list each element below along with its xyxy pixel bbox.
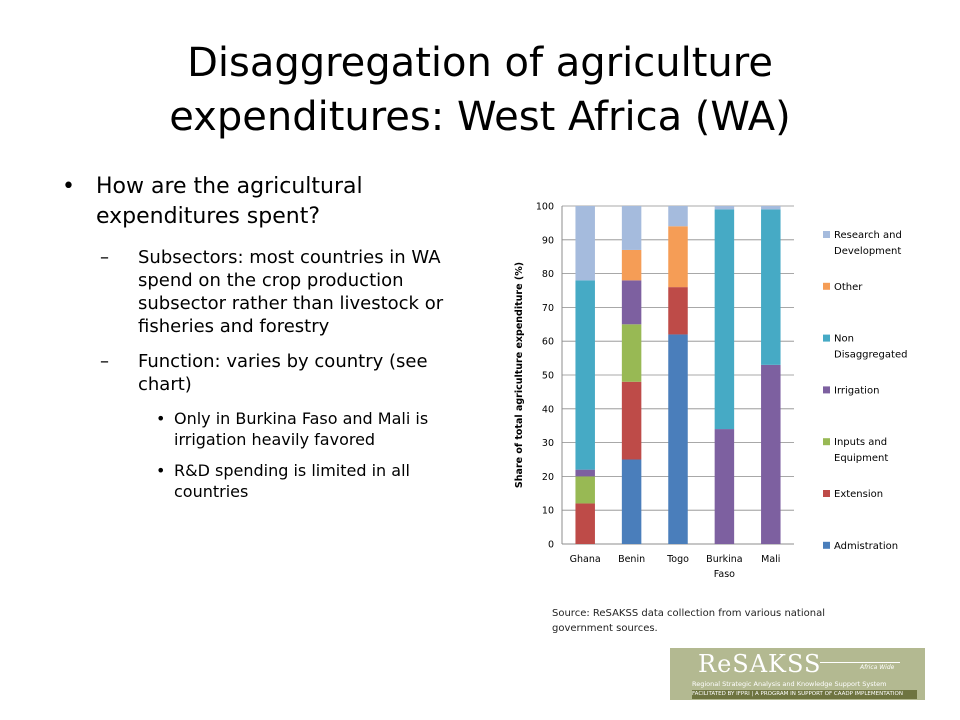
sub-bullet-text: Function: varies by country (see chart) xyxy=(138,351,428,395)
bar-segment xyxy=(575,280,595,470)
stacked-bar-chart: 0 10 20 30 40 50 60 70 80 90 100 Ghana Benin Togo Burk… xyxy=(505,195,925,595)
bar-segment xyxy=(668,226,688,288)
bar-segment xyxy=(621,324,642,382)
resakss-logo: ReSAKSS Africa Wide Regional Strategic A… xyxy=(670,648,925,700)
y-tick-label: 40 xyxy=(542,404,554,415)
legend-swatch xyxy=(823,231,830,238)
legend-swatch xyxy=(823,282,830,290)
legend-label: Inputs and Equipment xyxy=(834,437,888,464)
sub-sub-bullet-text: R&D spending is limited in all countries xyxy=(174,461,410,501)
y-tick-label: 80 xyxy=(542,269,554,280)
logo-tagline: Regional Strategic Analysis and Knowledg… xyxy=(692,680,887,688)
bar-segment xyxy=(761,364,781,544)
y-tick-label: 100 xyxy=(536,202,554,213)
y-tick-label: 50 xyxy=(542,371,554,382)
source-note: Source: ReSAKSS data collection from var… xyxy=(552,608,825,634)
bullet-item: • How are the agricultural expenditures … xyxy=(60,172,470,232)
logo-scope: Africa Wide xyxy=(860,664,895,671)
bullet-text: How are the agricultural expenditures sp… xyxy=(96,174,363,229)
bar-segment xyxy=(621,381,642,460)
y-tick-label: 10 xyxy=(542,506,554,517)
legend-swatch xyxy=(823,386,830,394)
y-tick-label: 30 xyxy=(542,438,554,449)
bar-segment xyxy=(621,249,642,281)
bar-segment xyxy=(714,206,735,210)
legend-swatch xyxy=(823,490,830,497)
bar-segment xyxy=(575,503,595,544)
sub-bullet-item: – Subsectors: most countries in WA spend… xyxy=(60,246,470,338)
slide-title-line-1: Disaggregation of agriculture xyxy=(187,40,773,86)
bar-segment xyxy=(575,206,595,281)
y-tick-label: 0 xyxy=(548,540,554,551)
legend-label: Extension xyxy=(834,489,883,500)
bullet-dot-icon: • xyxy=(156,461,166,480)
sub-sub-bullet-item: • R&D spending is limited in all countri… xyxy=(60,460,470,502)
bar-segment xyxy=(714,429,735,544)
bullet-dot-icon: • xyxy=(156,409,166,428)
legend-swatch xyxy=(823,438,830,446)
bar-segment xyxy=(668,334,688,544)
sub-bullet-text: Subsectors: most countries in WA spend o… xyxy=(138,247,444,337)
sub-sub-bullet-text: Only in Burkina Faso and Mali is irrigat… xyxy=(174,409,429,449)
logo-divider xyxy=(820,662,900,663)
legend-label: Admistration xyxy=(834,541,898,552)
dash-icon: – xyxy=(100,247,109,268)
slide-title-line-2: expenditures: West Africa (WA) xyxy=(169,94,791,140)
y-tick-label: 60 xyxy=(542,337,554,348)
y-tick-label: 70 xyxy=(542,303,554,314)
bar-segment xyxy=(621,280,642,325)
bar-segment xyxy=(575,476,595,504)
chart-svg: 0 10 20 30 40 50 60 70 80 90 100 Ghana Benin Togo Burk… xyxy=(514,202,907,581)
bar-segment xyxy=(668,206,688,227)
x-tick-label: Ghana xyxy=(570,554,601,565)
x-tick-label: Mali xyxy=(761,554,780,565)
x-tick-label: Burkina Faso xyxy=(706,554,742,580)
bar-segment xyxy=(621,459,642,544)
legend-label: Irrigation xyxy=(834,385,879,396)
bullet-dot-icon: • xyxy=(62,174,75,199)
legend-swatch xyxy=(823,334,830,342)
bar-segment xyxy=(761,209,781,365)
legend-label: Other xyxy=(834,282,863,293)
legend-swatch xyxy=(823,541,830,549)
bar-segment xyxy=(714,209,735,430)
bar-segment xyxy=(621,206,642,250)
x-tick-label: Togo xyxy=(666,554,689,565)
bar-segment xyxy=(668,287,688,335)
logo-strip: FACILITATED BY IFPRI | A PROGRAM IN SUPP… xyxy=(692,690,917,699)
logo-brand: ReSAKSS xyxy=(698,650,822,678)
dash-icon: – xyxy=(100,351,109,372)
sub-bullet-item: – Function: varies by country (see chart… xyxy=(60,350,470,396)
slide-title: Disaggregation of agriculture expenditur… xyxy=(40,36,920,144)
y-axis-label: Share of total agriculture expenditure (… xyxy=(514,262,525,488)
bar-segment xyxy=(575,469,595,477)
sub-sub-bullet-item: • Only in Burkina Faso and Mali is irrig… xyxy=(60,408,470,450)
y-tick-label: 90 xyxy=(542,235,554,246)
x-tick-label: Benin xyxy=(618,554,645,565)
legend-label: Non Disaggregated xyxy=(834,334,907,361)
legend-label: Research and Development xyxy=(834,230,902,257)
bar-segment xyxy=(761,206,781,210)
y-tick-label: 20 xyxy=(542,472,554,483)
bullet-list: • How are the agricultural expenditures … xyxy=(60,172,470,512)
